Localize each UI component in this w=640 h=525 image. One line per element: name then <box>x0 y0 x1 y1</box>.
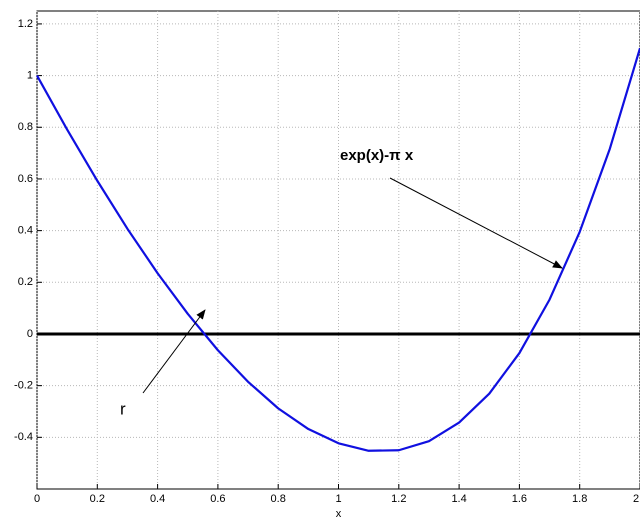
annotation: r <box>120 399 126 418</box>
y-tick-label: 1.2 <box>18 18 33 30</box>
y-tick-label: -0.2 <box>14 380 33 392</box>
x-axis-label: x <box>336 508 342 520</box>
y-tick-label: 0.6 <box>18 173 33 185</box>
x-tick-label: 1 <box>335 493 341 505</box>
x-tick-label: 0 <box>34 493 40 505</box>
x-tick-label: 0.2 <box>90 493 105 505</box>
y-tick-label: 0 <box>27 328 33 340</box>
x-tick-label: 2 <box>633 493 639 505</box>
y-tick-label: 0.8 <box>18 121 33 133</box>
x-tick-label: 0.4 <box>150 493 165 505</box>
y-tick-label: 1 <box>27 70 33 82</box>
x-tick-label: 0.8 <box>271 493 286 505</box>
x-tick-label: 1.4 <box>451 493 466 505</box>
x-tick-label: 0.6 <box>210 493 225 505</box>
x-tick-label: 1.6 <box>512 493 527 505</box>
annotation-arrow <box>389 177 563 269</box>
plot-area <box>36 10 640 490</box>
data-line <box>36 47 640 452</box>
y-tick-label: 0.2 <box>18 276 33 288</box>
x-tick-label: 1.2 <box>391 493 406 505</box>
annotation-arrow <box>142 309 206 394</box>
y-tick-label: 0.4 <box>18 225 33 237</box>
annotation: exp(x)-π x <box>340 147 414 164</box>
y-tick-label: -0.4 <box>14 431 33 443</box>
x-tick-label: 1.8 <box>572 493 587 505</box>
